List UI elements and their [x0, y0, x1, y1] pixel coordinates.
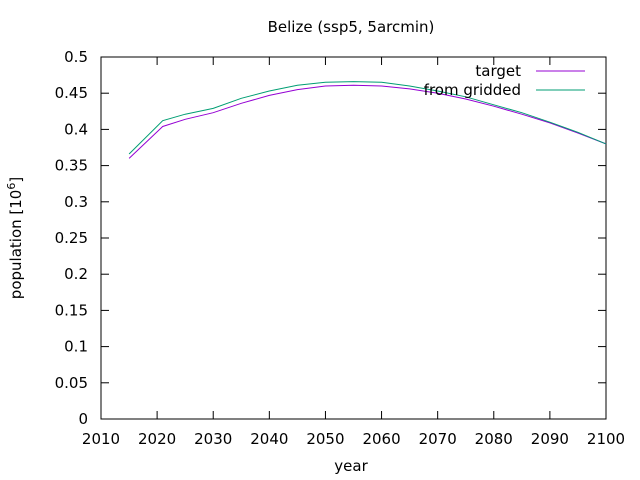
- legend-label-target: target: [475, 62, 521, 80]
- x-axis-label: year: [334, 457, 368, 475]
- x-tick-label: 2040: [250, 430, 288, 448]
- x-tick-label: 2070: [419, 430, 457, 448]
- y-tick-label: 0.3: [64, 193, 88, 211]
- x-tick-label: 2060: [362, 430, 400, 448]
- x-tick-label: 2050: [306, 430, 344, 448]
- y-tick-label: 0.5: [64, 48, 88, 66]
- y-tick-label: 0.15: [55, 301, 88, 319]
- x-tick-label: 2100: [587, 430, 625, 448]
- y-tick-label: 0.1: [64, 338, 88, 356]
- y-axis-label-exponent: 6: [5, 183, 18, 190]
- series-lines: [128, 81, 607, 159]
- legend-label-from-gridded: from gridded: [424, 81, 521, 99]
- legend: target from gridded: [424, 62, 585, 99]
- y-tick-label: 0.35: [55, 157, 88, 175]
- series-line-from-gridded: [128, 81, 607, 155]
- x-tick-label: 2030: [194, 430, 232, 448]
- plot-frame: [100, 56, 607, 420]
- x-tick-label: 2090: [531, 430, 569, 448]
- x-tick-label: 2080: [475, 430, 513, 448]
- y-axis-label-main: population [10: [7, 190, 25, 300]
- y-tick-label: 0: [78, 410, 88, 428]
- y-tick-label: 0.2: [64, 265, 88, 283]
- series-line-target: [128, 84, 607, 159]
- y-tick-label: 0.45: [55, 84, 88, 102]
- x-axis-ticks: 2010 2020 2030 2040 2050 2060 2070 2080 2090 2100: [82, 57, 625, 448]
- y-axis-label-close: ]: [7, 177, 25, 183]
- x-tick-label: 2020: [138, 430, 176, 448]
- y-tick-label: 0.05: [55, 374, 88, 392]
- y-axis-ticks: 0 0.05 0.1 0.15 0.2 0.25 0.3 0.35 0.4 0.45 0.5: [55, 48, 606, 428]
- chart-title: Belize (ssp5, 5arcmin): [268, 18, 435, 36]
- y-tick-label: 0.25: [55, 229, 88, 247]
- x-tick-label: 2010: [82, 430, 120, 448]
- y-tick-label: 0.4: [64, 120, 88, 138]
- y-axis-label: population [106]: [5, 177, 25, 299]
